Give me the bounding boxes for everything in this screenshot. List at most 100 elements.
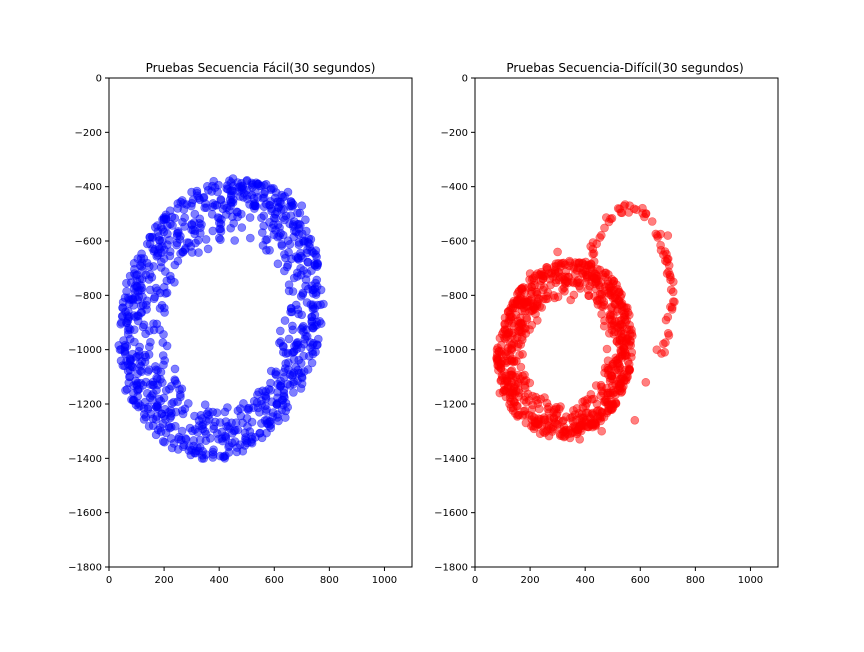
scatter-point	[667, 305, 677, 314]
scatter-point	[151, 362, 160, 371]
scatter-point	[513, 299, 523, 309]
scatter-point	[259, 181, 269, 190]
scatter-point	[161, 267, 170, 276]
scatter-point	[283, 187, 293, 197]
scatter-point	[120, 293, 130, 303]
scatter-point	[132, 380, 142, 389]
scatter-point	[159, 215, 169, 224]
scatter-point	[589, 394, 598, 404]
scatter-point	[499, 333, 509, 343]
scatter-point	[616, 374, 626, 384]
scatter-point	[141, 270, 151, 280]
scatter-point	[492, 345, 502, 355]
scatter-point	[588, 249, 598, 259]
scatter-point	[494, 361, 503, 370]
scatter-point	[566, 429, 576, 438]
scatter-point	[209, 176, 218, 186]
scatter-point	[308, 323, 318, 333]
scatter-point	[158, 338, 168, 347]
scatter-point	[164, 421, 174, 431]
scatter-point	[246, 233, 255, 243]
scatter-point	[228, 174, 238, 183]
scatter-point	[220, 453, 229, 463]
scatter-point	[143, 404, 153, 414]
scatter-point	[608, 286, 617, 295]
chart-hard-sequence: Pruebas Secuencia-Difícil(30 segundos) 0…	[434, 61, 779, 586]
x-tick-label: 400	[210, 575, 229, 586]
scatter-point	[600, 363, 610, 373]
scatter-point	[269, 220, 278, 229]
scatter-point	[294, 240, 304, 249]
scatter-point	[553, 247, 562, 257]
scatter-point	[205, 414, 214, 424]
scatter-point	[591, 381, 601, 390]
scatter-point	[275, 338, 284, 348]
scatter-point	[227, 186, 236, 195]
scatter-point	[190, 425, 200, 434]
scatter-point	[600, 223, 609, 233]
scatter-point	[282, 262, 292, 272]
scatter-point	[614, 296, 624, 305]
scatter-point	[520, 383, 530, 393]
scatter-point	[289, 355, 299, 364]
y-tick-label: −1800	[68, 563, 102, 574]
scatter-point	[518, 349, 527, 359]
scatter-point	[128, 349, 137, 359]
scatter-point	[148, 395, 158, 405]
scatter-point	[179, 205, 189, 214]
scatter-point	[175, 385, 184, 394]
scatter-point	[590, 418, 600, 428]
scatter-point	[280, 316, 290, 325]
scatter-point	[215, 233, 224, 243]
scatter-point	[500, 319, 510, 329]
scatter-point	[177, 406, 187, 415]
scatter-point	[597, 426, 607, 436]
x-tick-label: 400	[576, 575, 595, 586]
scatter-point	[516, 362, 526, 372]
scatter-point	[194, 236, 203, 245]
x-tick-label: 200	[155, 575, 174, 586]
scatter-point	[576, 413, 585, 422]
scatter-point	[590, 269, 599, 278]
scatter-point	[605, 312, 615, 321]
scatter-point	[578, 266, 588, 275]
scatter-point	[602, 344, 612, 354]
scatter-point	[569, 290, 579, 300]
scatter-point	[275, 326, 285, 336]
scatter-point	[629, 204, 639, 214]
x-tick-label: 1000	[372, 575, 397, 586]
scatter-point	[663, 312, 673, 322]
scatter-point	[187, 445, 196, 455]
scatter-point	[525, 269, 535, 278]
scatter-point	[513, 377, 523, 387]
scatter-point	[247, 417, 257, 427]
x-tick-label: 1000	[738, 575, 763, 586]
scatter-point	[663, 231, 673, 240]
scatter-point	[581, 401, 590, 411]
scatter-point	[164, 407, 173, 417]
scatter-point	[129, 284, 139, 293]
scatter-point	[289, 379, 298, 389]
scatter-point	[123, 325, 133, 335]
scatter-point	[243, 191, 252, 200]
scatter-point	[612, 280, 621, 290]
scatter-point	[660, 347, 670, 357]
scatter-point	[125, 271, 135, 281]
scatter-point	[288, 325, 298, 335]
scatter-point	[259, 211, 269, 220]
scatter-point	[136, 308, 146, 317]
scatter-point	[528, 400, 537, 410]
scatter-point	[616, 347, 626, 357]
scatter-point	[217, 434, 227, 443]
scatter-point	[219, 201, 229, 210]
scatter-point	[508, 406, 518, 415]
scatter-point	[155, 288, 165, 298]
scatter-point	[194, 193, 204, 203]
x-tick-label: 200	[521, 575, 540, 586]
scatter-point	[230, 236, 239, 245]
scatter-point	[622, 324, 632, 334]
scatter-point	[257, 433, 267, 443]
scatter-point	[273, 393, 282, 403]
scatter-point	[147, 232, 157, 242]
scatter-point	[148, 421, 158, 431]
